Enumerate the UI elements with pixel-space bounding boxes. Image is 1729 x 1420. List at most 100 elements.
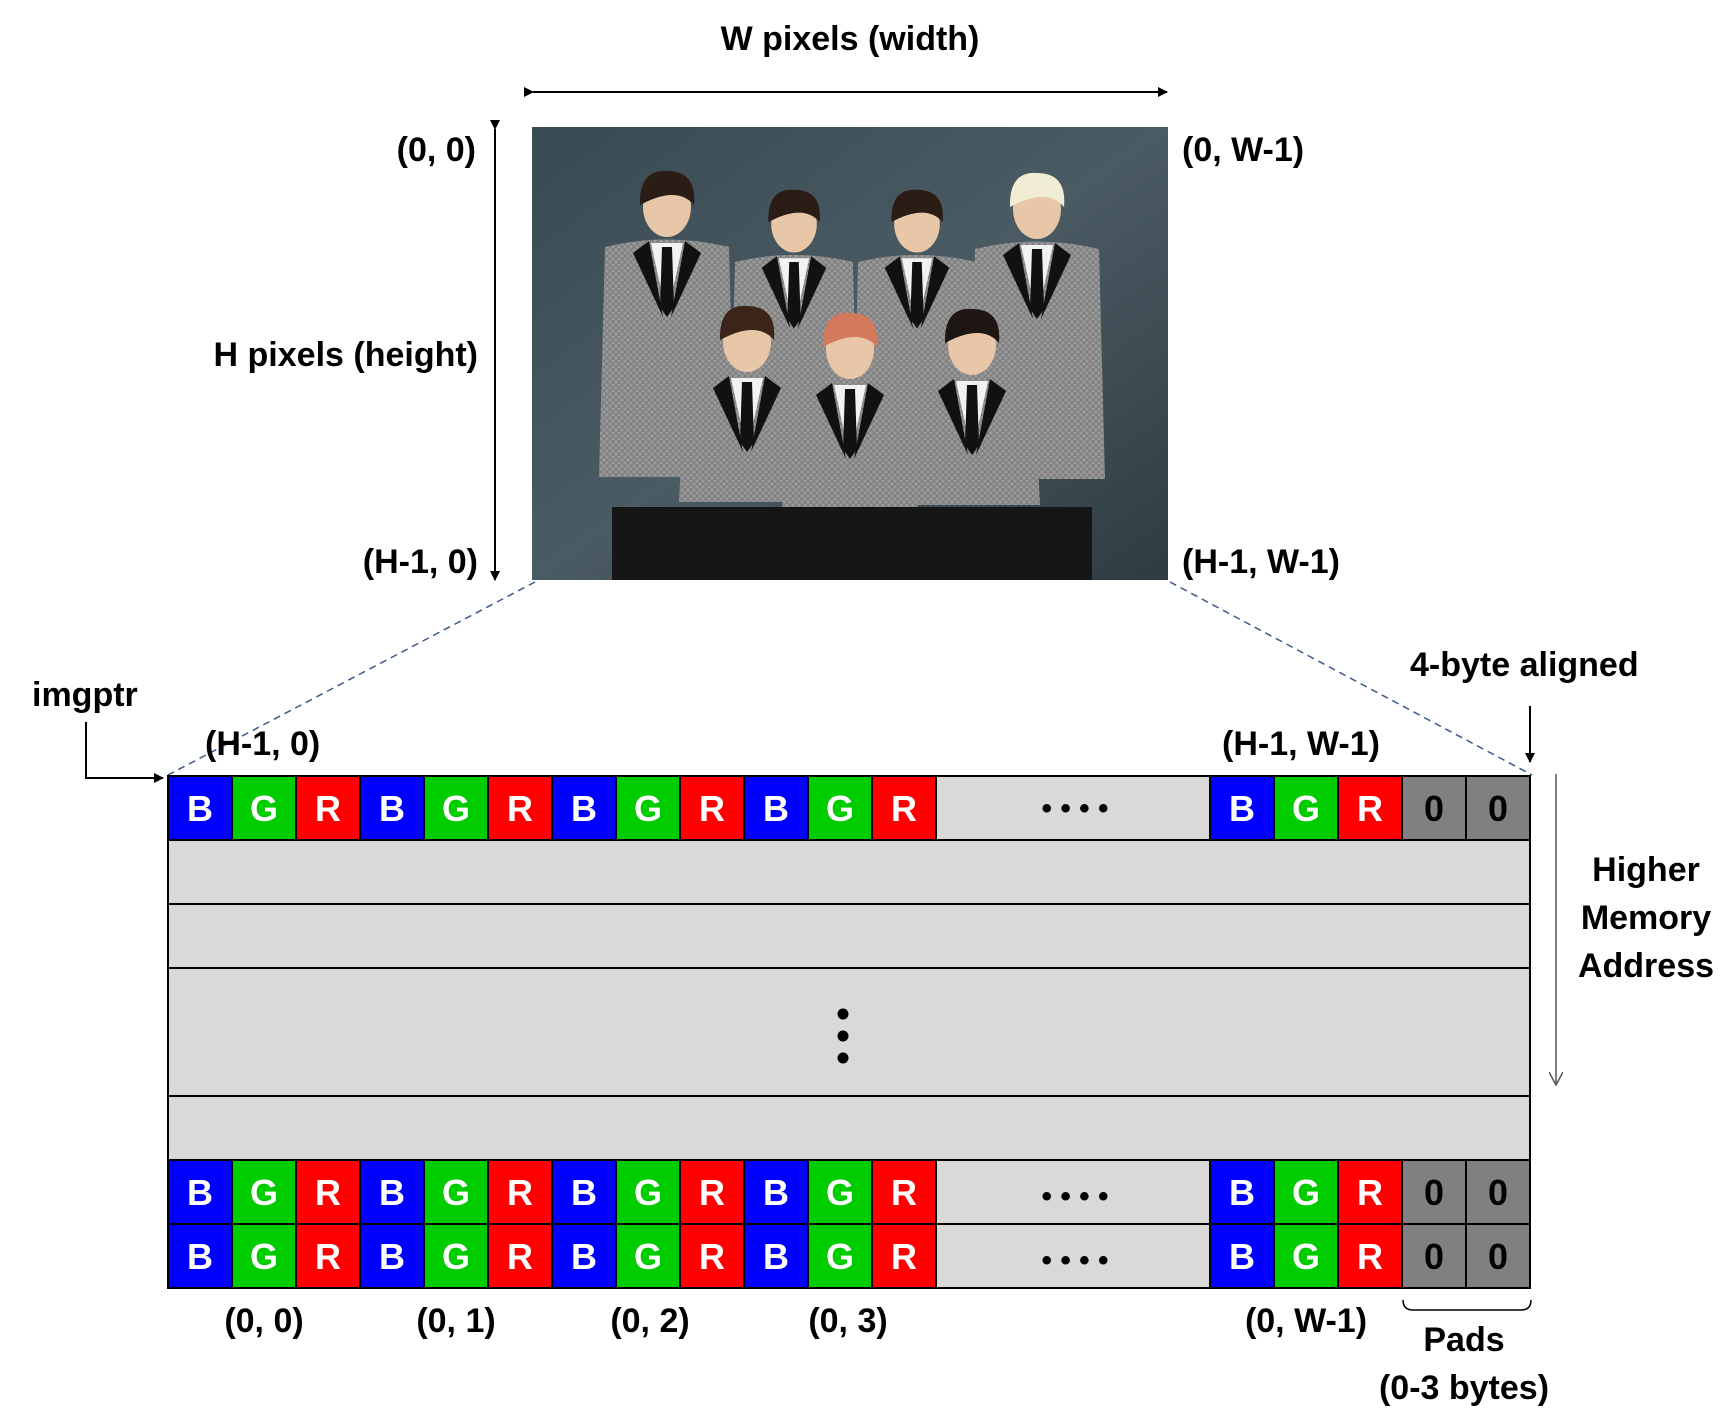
- channel-byte-cell: G: [615, 775, 681, 841]
- bottom-label-2: (0, 2): [610, 1302, 690, 1340]
- channel-byte-cell: B: [1209, 1159, 1275, 1225]
- channel-byte-cell: R: [1337, 1223, 1403, 1289]
- svg-text:B: B: [763, 1172, 789, 1213]
- channel-byte-cell: R: [871, 1223, 937, 1289]
- bottom-label-3: (0, 3): [808, 1302, 888, 1340]
- channel-byte-cell: G: [231, 1223, 297, 1289]
- channel-byte-cell: B: [743, 1223, 809, 1289]
- bottom-label-0: (0, 0): [224, 1302, 304, 1340]
- channel-byte-cell: R: [1337, 775, 1403, 841]
- channel-byte-cell: R: [679, 1223, 745, 1289]
- pad-byte-cell: 0: [1465, 1223, 1531, 1289]
- pad-byte-cell: 0: [1465, 775, 1531, 841]
- channel-byte-cell: G: [423, 1223, 489, 1289]
- svg-text:B: B: [379, 1172, 405, 1213]
- vertical-ellipsis-dot: [837, 1030, 849, 1042]
- svg-text:B: B: [571, 788, 597, 829]
- channel-byte-cell: G: [807, 1223, 873, 1289]
- person-figure: [904, 308, 1040, 505]
- group-photo-image: [532, 127, 1168, 580]
- channel-byte-cell: B: [1209, 1223, 1275, 1289]
- channel-byte-cell: B: [359, 1223, 425, 1289]
- height-label: H pixels (height): [213, 336, 478, 374]
- channel-byte-cell: R: [487, 1223, 553, 1289]
- svg-text:R: R: [891, 1172, 917, 1213]
- channel-byte-cell: G: [1273, 1159, 1339, 1225]
- svg-text:G: G: [442, 1172, 470, 1213]
- memory-row-3: [167, 903, 1531, 969]
- svg-text:0: 0: [1488, 1172, 1508, 1213]
- svg-text:G: G: [442, 1236, 470, 1277]
- person-figure: [679, 305, 815, 502]
- channel-byte-cell: G: [423, 1159, 489, 1225]
- svg-text:B: B: [763, 788, 789, 829]
- svg-text:B: B: [187, 1172, 213, 1213]
- svg-text:R: R: [891, 788, 917, 829]
- pads-bracket: [1402, 1299, 1532, 1311]
- svg-text:G: G: [826, 1172, 854, 1213]
- svg-text:R: R: [1357, 788, 1383, 829]
- channel-byte-cell: G: [231, 775, 297, 841]
- first-row-left-label: (H-1, 0): [205, 725, 321, 763]
- svg-text:B: B: [187, 788, 213, 829]
- svg-text:R: R: [1357, 1172, 1383, 1213]
- channel-byte-cell: B: [551, 1223, 617, 1289]
- horizontal-ellipsis: • • • •: [1041, 1180, 1108, 1213]
- svg-text:R: R: [699, 1236, 725, 1277]
- memory-row-2: [167, 839, 1531, 905]
- svg-text:R: R: [315, 1172, 341, 1213]
- svg-text:G: G: [826, 788, 854, 829]
- channel-byte-cell: G: [1273, 1223, 1339, 1289]
- corner-bottom-left-label: (H-1, 0): [362, 543, 478, 581]
- projection-line-left: [167, 581, 536, 776]
- channel-byte-cell: G: [615, 1223, 681, 1289]
- svg-text:B: B: [1229, 1236, 1255, 1277]
- channel-byte-cell: R: [295, 1223, 361, 1289]
- corner-top-right-label: (0, W-1): [1182, 131, 1305, 169]
- imgptr-label: imgptr: [32, 676, 138, 714]
- corner-top-left-label: (0, 0): [396, 131, 476, 169]
- svg-text:G: G: [1292, 1236, 1320, 1277]
- memory-row-middle: [167, 967, 1531, 1097]
- channel-byte-cell: G: [807, 775, 873, 841]
- svg-text:G: G: [250, 788, 278, 829]
- svg-text:G: G: [442, 788, 470, 829]
- vertical-ellipsis-dot: [837, 1052, 849, 1064]
- channel-byte-cell: R: [679, 1159, 745, 1225]
- higher-memory-address-label: Higher Memory Address: [1577, 851, 1715, 985]
- svg-text:G: G: [634, 1172, 662, 1213]
- svg-text:0: 0: [1424, 1172, 1444, 1213]
- channel-byte-cell: R: [679, 775, 745, 841]
- channel-byte-cell: R: [487, 775, 553, 841]
- pads-label: Pads (0-3 bytes): [1378, 1321, 1550, 1407]
- channel-byte-cell: G: [231, 1159, 297, 1225]
- first-row-right-label: (H-1, W-1): [1222, 725, 1380, 763]
- svg-text:R: R: [315, 788, 341, 829]
- channel-byte-cell: B: [359, 775, 425, 841]
- svg-text:R: R: [891, 1236, 917, 1277]
- imgptr-arrow: [85, 722, 164, 783]
- bottom-label-1: (0, 1): [416, 1302, 496, 1340]
- svg-text:B: B: [1229, 1172, 1255, 1213]
- horizontal-ellipsis: • • • •: [1041, 792, 1108, 825]
- channel-byte-cell: R: [295, 1159, 361, 1225]
- pad-byte-cell: 0: [1401, 775, 1467, 841]
- svg-text:R: R: [507, 788, 533, 829]
- svg-text:0: 0: [1488, 1236, 1508, 1277]
- person-figure: [782, 312, 918, 509]
- svg-text:R: R: [1357, 1236, 1383, 1277]
- svg-text:B: B: [763, 1236, 789, 1277]
- aligned-label: 4-byte aligned: [1410, 646, 1639, 684]
- channel-byte-cell: G: [615, 1159, 681, 1225]
- pad-byte-cell: 0: [1401, 1223, 1467, 1289]
- svg-text:B: B: [1229, 788, 1255, 829]
- svg-text:0: 0: [1424, 788, 1444, 829]
- svg-text:B: B: [571, 1236, 597, 1277]
- svg-text:R: R: [699, 788, 725, 829]
- svg-text:G: G: [634, 1236, 662, 1277]
- channel-byte-cell: R: [871, 775, 937, 841]
- svg-text:G: G: [634, 788, 662, 829]
- channel-byte-cell: R: [487, 1159, 553, 1225]
- svg-text:G: G: [826, 1236, 854, 1277]
